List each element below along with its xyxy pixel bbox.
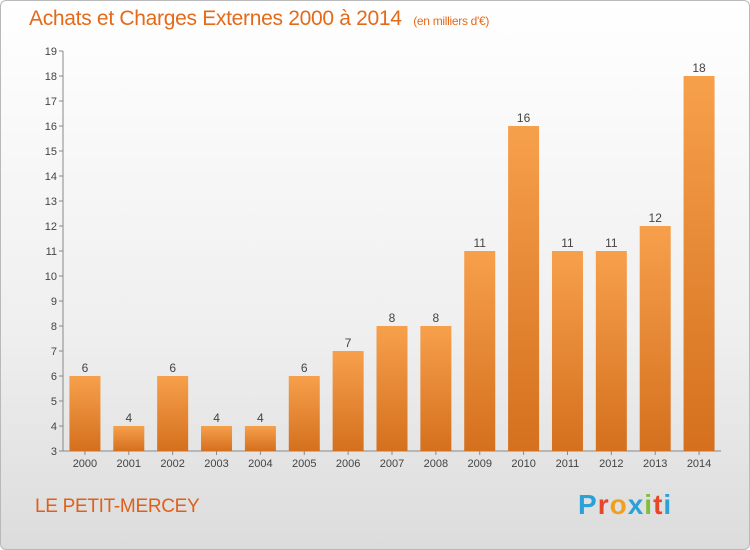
bar — [113, 426, 145, 451]
x-tick-label: 2000 — [73, 458, 97, 470]
bar — [508, 126, 540, 451]
bar — [639, 226, 671, 451]
chart-unit-note: (en milliers d'€) — [413, 14, 490, 28]
x-tick-label: 2011 — [556, 458, 580, 470]
y-tick-label: 6 — [51, 371, 57, 383]
x-tick-label: 2003 — [204, 458, 228, 470]
x-tick-label: 2010 — [511, 458, 535, 470]
y-tick-label: 8 — [51, 321, 57, 333]
commune-name: LE PETIT-MERCEY — [35, 496, 200, 517]
y-tick-label: 11 — [46, 246, 57, 258]
bar — [595, 251, 627, 451]
chart-bars — [69, 76, 715, 451]
chart-labels: 6 2000 4 2001 6 2002 4 2003 4 2004 6 2005 7 2006 8 2007… — [73, 61, 712, 470]
bar — [69, 376, 101, 451]
y-tick-label: 9 — [51, 296, 57, 308]
bar — [201, 426, 233, 451]
data-label: 6 — [301, 361, 308, 375]
x-tick-label: 2004 — [248, 458, 272, 470]
x-tick-label: 2009 — [467, 458, 491, 470]
bar — [157, 376, 189, 451]
data-label: 11 — [561, 236, 574, 250]
chart-title-text: Achats et Charges Externes 2000 à 2014 — [29, 7, 402, 30]
y-tick-label: 10 — [45, 271, 57, 283]
x-tick-label: 2002 — [160, 458, 184, 470]
x-tick-label: 2007 — [380, 458, 404, 470]
y-tick-label: 7 — [51, 346, 57, 358]
y-tick-label: 17 — [45, 96, 57, 108]
data-label: 16 — [517, 111, 531, 125]
data-label: 8 — [433, 311, 440, 325]
x-tick-label: 2014 — [687, 458, 711, 470]
bar — [683, 76, 715, 451]
x-tick-label: 2013 — [643, 458, 667, 470]
x-tick-label: 2012 — [599, 458, 623, 470]
y-tick-label: 13 — [45, 196, 57, 208]
bar — [288, 376, 320, 451]
bar — [420, 326, 452, 451]
data-label: 11 — [605, 236, 618, 250]
logo-letter: i — [644, 489, 654, 520]
x-tick-label: 2008 — [424, 458, 448, 470]
y-tick-label: 12 — [45, 221, 57, 233]
chart-title: Achats et Charges Externes 2000 à 2014 (… — [29, 7, 489, 31]
data-label: 12 — [649, 211, 663, 225]
bar — [244, 426, 276, 451]
data-label: 4 — [213, 411, 220, 425]
bar — [551, 251, 583, 451]
x-tick-label: 2005 — [292, 458, 316, 470]
data-label: 4 — [125, 411, 132, 425]
y-tick-label: 14 — [45, 171, 57, 183]
data-label: 8 — [389, 311, 396, 325]
data-label: 6 — [82, 361, 89, 375]
data-label: 7 — [345, 336, 352, 350]
data-label: 4 — [257, 411, 264, 425]
logo-letter: P — [578, 489, 598, 520]
data-label: 6 — [169, 361, 176, 375]
x-tick-label: 2001 — [117, 458, 141, 470]
proxiti-logo[interactable]: Proxiti — [578, 489, 672, 521]
y-tick-label: 18 — [45, 71, 57, 83]
data-label: 18 — [692, 61, 706, 75]
bar — [376, 326, 408, 451]
logo-letter: i — [663, 489, 673, 520]
bar — [332, 351, 364, 451]
logo-letter: r — [597, 489, 610, 520]
y-tick-label: 3 — [51, 446, 57, 458]
logo-letter: t — [653, 489, 664, 520]
y-tick-label: 15 — [45, 146, 57, 158]
y-tick-label: 4 — [51, 421, 57, 433]
bar — [464, 251, 496, 451]
logo-letter: x — [627, 489, 645, 520]
y-tick-label: 19 — [45, 46, 57, 58]
y-tick-label: 5 — [51, 396, 57, 408]
data-label: 11 — [473, 236, 486, 250]
x-tick-label: 2006 — [336, 458, 360, 470]
logo-letter: o — [609, 489, 628, 520]
y-tick-label: 16 — [45, 121, 57, 133]
